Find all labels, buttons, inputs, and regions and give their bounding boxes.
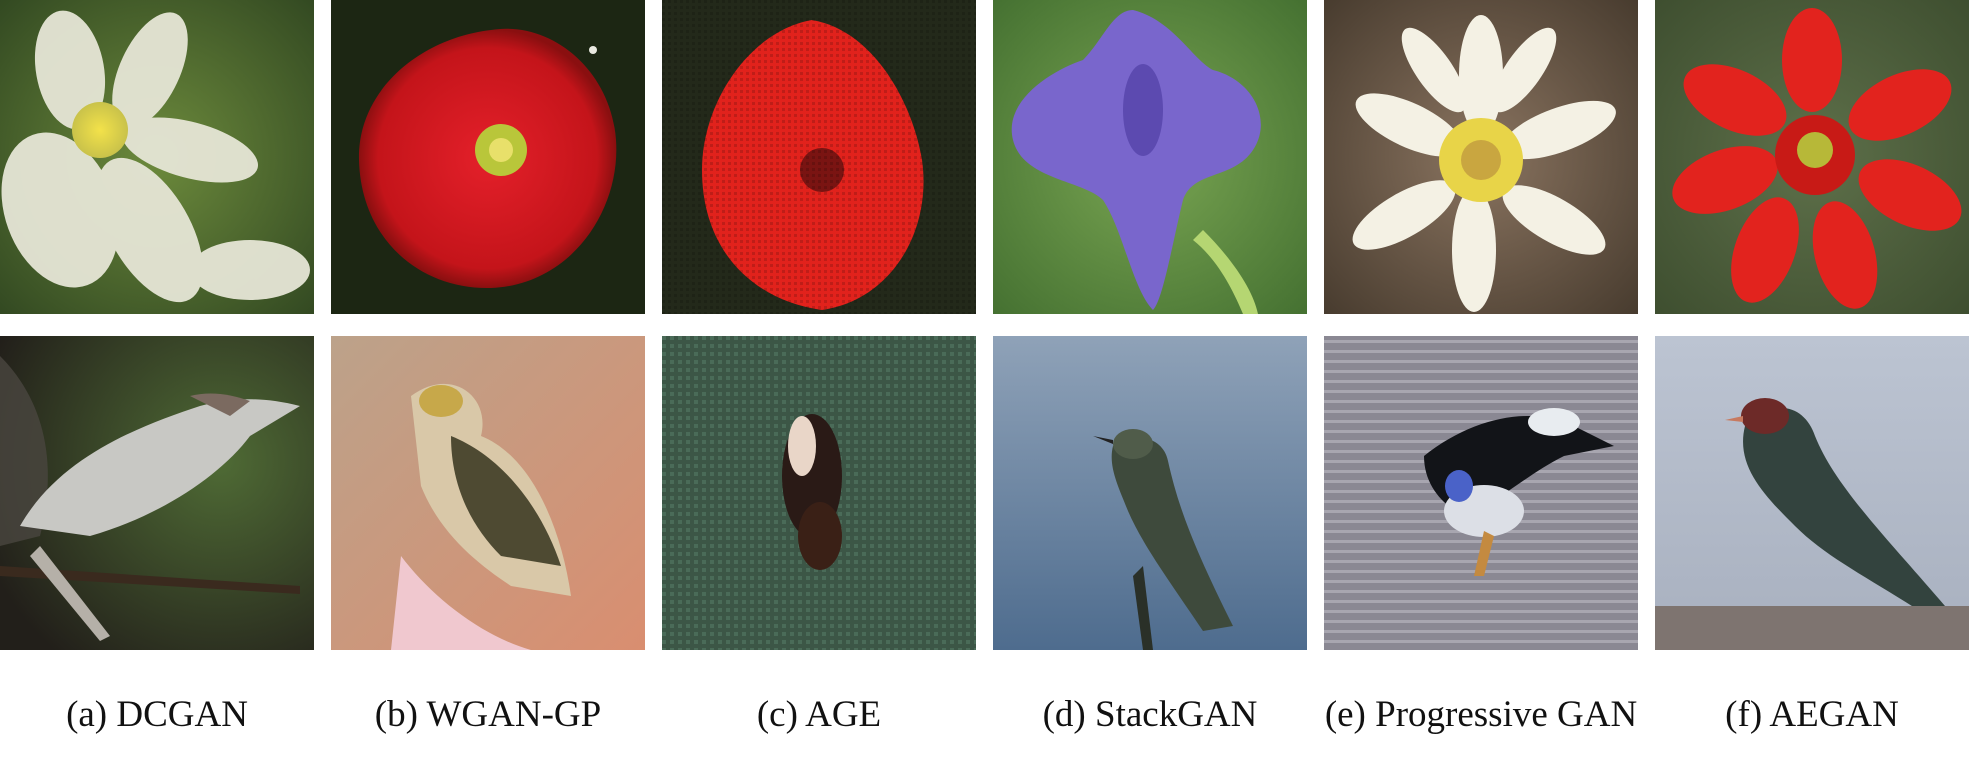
stackgan-bird-image — [993, 336, 1307, 650]
caption-aegan: (f) AEGAN — [1725, 694, 1899, 735]
column-wgan-gp: (b) WGAN-GP — [331, 0, 645, 763]
column-dcgan: (a) DCGAN — [0, 0, 314, 763]
column-stackgan: (d) StackGAN — [993, 0, 1307, 763]
caption-age: (c) AGE — [756, 694, 882, 735]
caption-stackgan: (d) StackGAN — [1042, 694, 1258, 735]
age-flower-image — [662, 0, 976, 314]
aegan-flower-image — [1655, 0, 1969, 314]
progressive-gan-flower-image — [1324, 0, 1638, 314]
caption-wgan-gp: (b) WGAN-GP — [374, 694, 602, 735]
column-age: (c) AGE — [662, 0, 976, 763]
progressive-gan-bird-image — [1324, 336, 1638, 650]
stackgan-flower-image — [993, 0, 1307, 314]
wgan-gp-flower-image — [331, 0, 645, 314]
caption-progressive-gan: (e) Progressive GAN — [1324, 694, 1638, 735]
age-bird-image — [662, 336, 976, 650]
column-aegan: (f) AEGAN — [1655, 0, 1969, 763]
dcgan-flower-image — [0, 0, 314, 314]
column-progressive-gan: (e) Progressive GAN — [1324, 0, 1638, 763]
wgan-gp-bird-image — [331, 336, 645, 650]
caption-dcgan: (a) DCGAN — [66, 694, 248, 735]
aegan-bird-image — [1655, 336, 1969, 650]
dcgan-bird-image — [0, 336, 314, 650]
